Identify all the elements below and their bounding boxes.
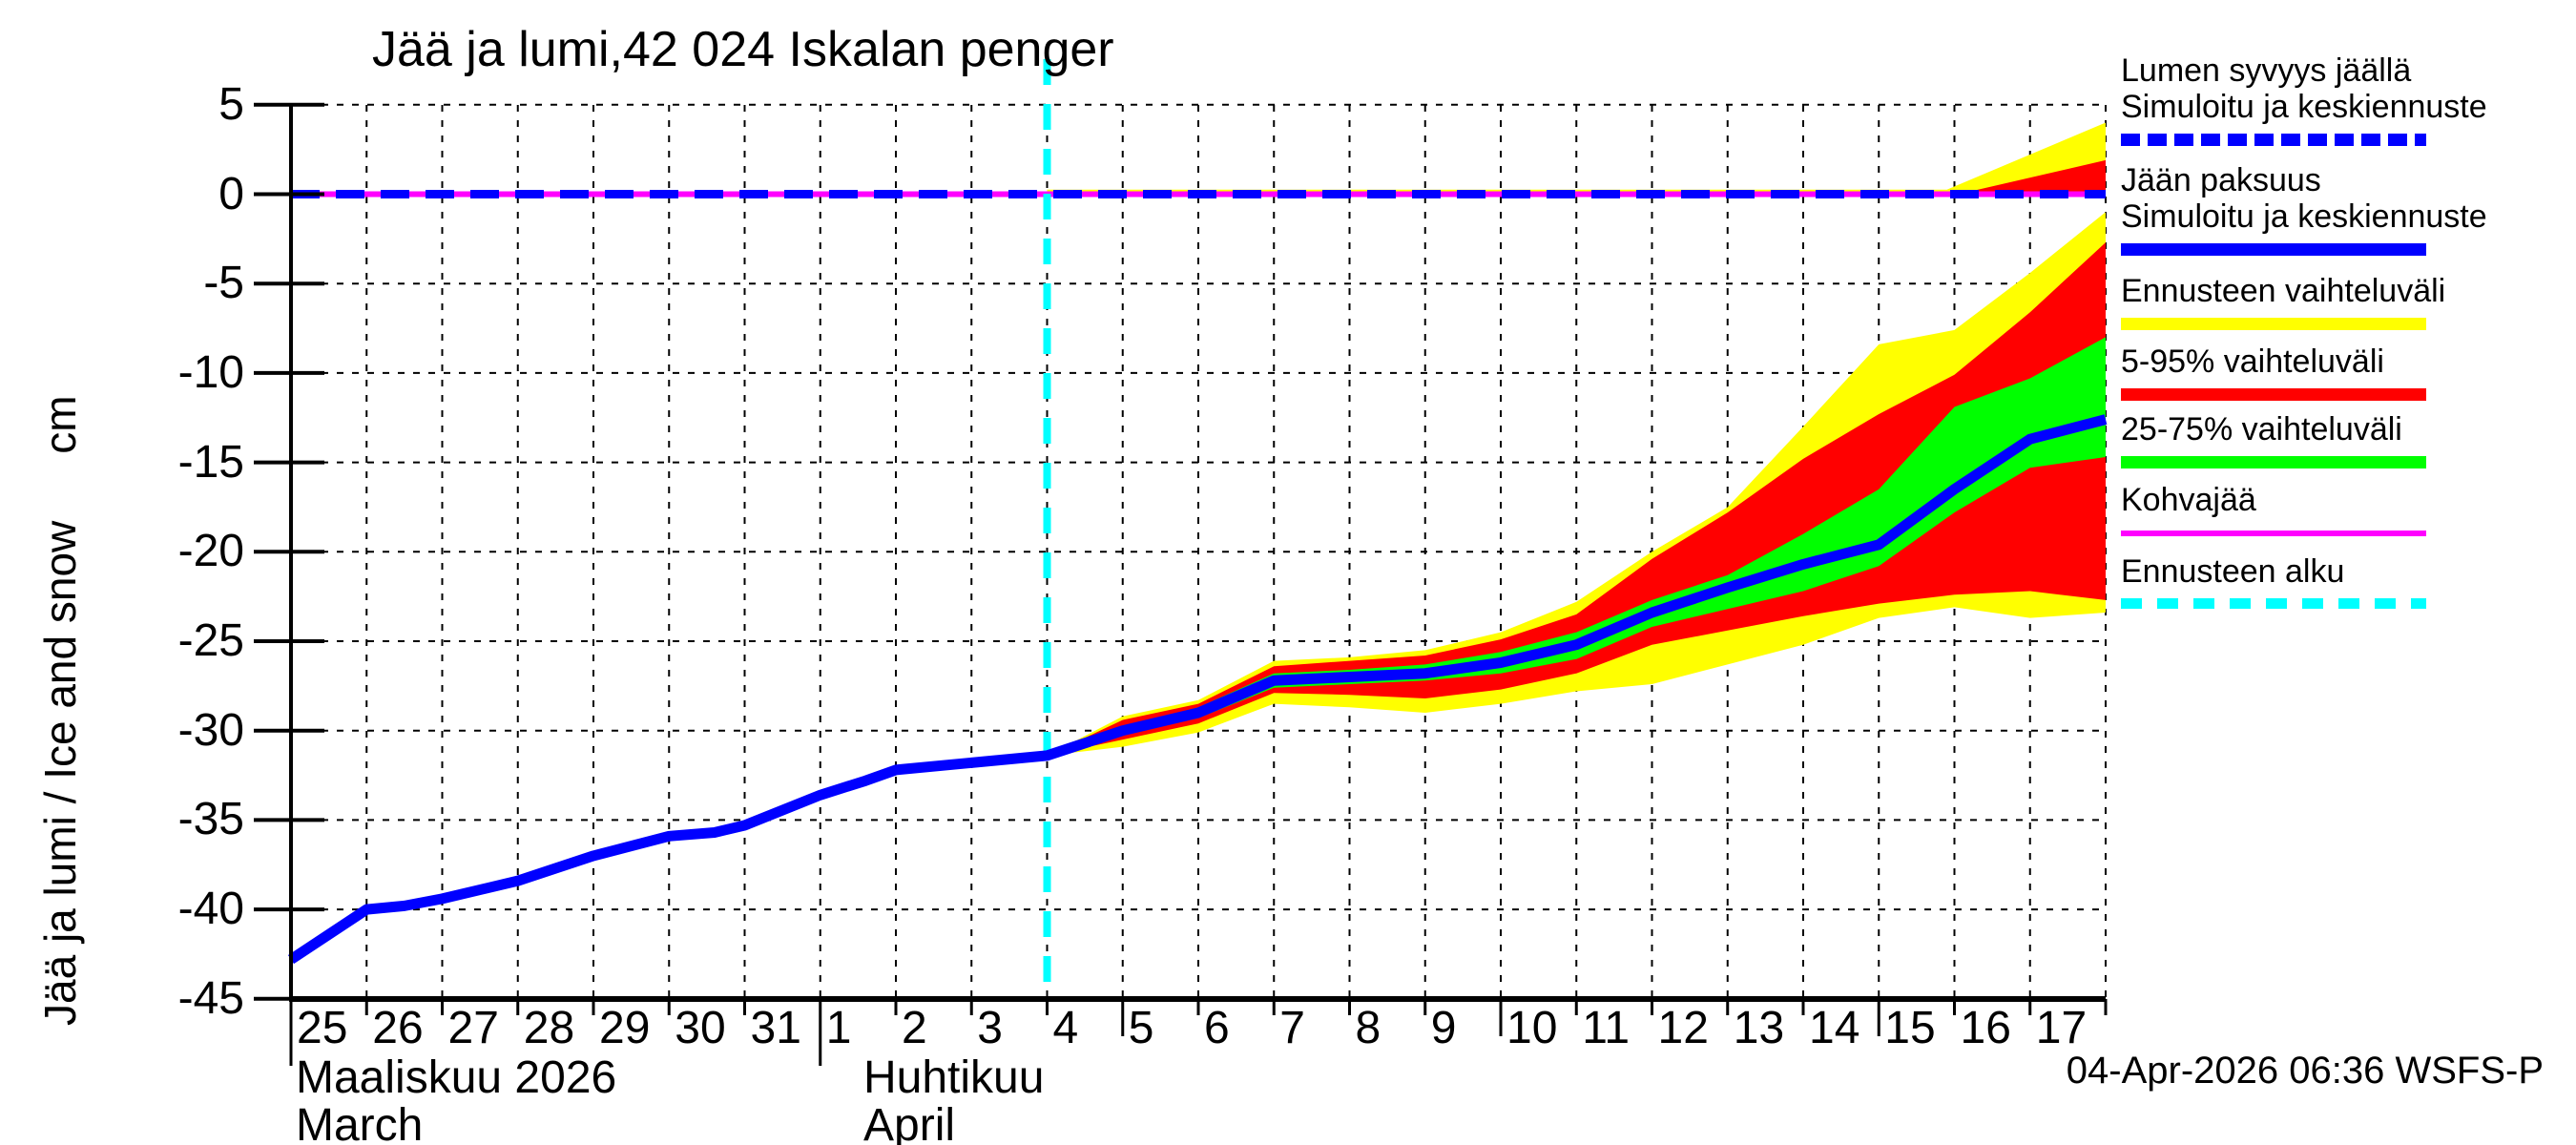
x-tick-label: 13 [1733, 1003, 1785, 1053]
x-tick-label: 4 [1052, 1003, 1079, 1053]
y-tick-label: -15 [177, 436, 244, 488]
month-label-april-en: April [863, 1100, 956, 1145]
x-tick-label: 10 [1506, 1003, 1558, 1053]
ice-thickness-line [287, 414, 2108, 965]
month-label-march-fi: Maaliskuu 2026 [296, 1052, 617, 1103]
red-band-swatch [2121, 388, 2426, 401]
x-tick-label: 28 [523, 1003, 575, 1053]
x-tick-label: 1 [825, 1003, 852, 1053]
y-tick-label: -25 [177, 615, 244, 666]
legend-item-ice-thickness: Jään paksuus Simuloitu ja keskiennuste [2121, 162, 2560, 256]
legend-item-kohvajaa: Kohvajää [2121, 482, 2560, 536]
x-tick-label: 12 [1657, 1003, 1709, 1053]
timestamp: 04-Apr-2026 06:36 WSFS-P [2066, 1050, 2544, 1092]
month-label-march-en: March [296, 1100, 424, 1145]
y-tick-label: -10 [177, 346, 244, 398]
legend-label: Kohvajää [2121, 482, 2256, 518]
x-tick-label: 29 [599, 1003, 651, 1053]
cyan-dashed-line-swatch [2121, 598, 2426, 609]
y-tick-label: -35 [177, 794, 244, 845]
blue-solid-line-swatch [2121, 243, 2426, 256]
y-tick-label: -30 [177, 704, 244, 756]
x-tick-label: 30 [675, 1003, 726, 1053]
y-tick-label: 0 [218, 168, 244, 219]
blue-dashed-line-swatch [2121, 134, 2426, 146]
x-tick-label: 3 [977, 1003, 1003, 1053]
x-tick-label: 15 [1884, 1003, 1936, 1053]
x-tick-label: 26 [372, 1003, 424, 1053]
x-tick-label: 5 [1128, 1003, 1154, 1053]
x-tick-label: 6 [1204, 1003, 1230, 1053]
x-tick-label: 9 [1430, 1003, 1457, 1053]
y-tick-label: -45 [177, 972, 244, 1024]
x-tick-label: 27 [447, 1003, 499, 1053]
x-tick-label: 31 [750, 1003, 801, 1053]
yellow-band-swatch [2121, 318, 2426, 330]
x-tick-label: 7 [1279, 1003, 1305, 1053]
green-band-swatch [2121, 456, 2426, 468]
y-tick-label: -40 [177, 884, 244, 935]
y-tick-label: -5 [203, 258, 244, 309]
legend-label: Lumen syvyys jäällä [2121, 52, 2412, 89]
x-tick-label: 17 [2035, 1003, 2088, 1053]
y-tick-label: -20 [177, 526, 244, 577]
legend-label: 25-75% vaihteluväli [2121, 411, 2402, 448]
chart-title: Jää ja lumi,42 024 Iskalan penger [372, 22, 1114, 77]
legend-label: Simuloitu ja keskiennuste [2121, 198, 2487, 235]
legend-item-snow-depth: Lumen syvyys jäällä Simuloitu ja keskien… [2121, 52, 2560, 146]
x-tick-label: 8 [1355, 1003, 1381, 1053]
magenta-line-swatch [2121, 531, 2426, 536]
legend-item-5-95-range: 5-95% vaihteluväli [2121, 344, 2560, 401]
legend-label: Ennusteen alku [2121, 553, 2345, 590]
month-label-april-fi: Huhtikuu [863, 1052, 1045, 1103]
x-tick-label: 11 [1582, 1003, 1631, 1053]
y-axis-label-text: Jää ja lumi / Ice and snow [35, 520, 85, 1026]
legend-item-forecast-start: Ennusteen alku [2121, 553, 2560, 609]
legend-item-25-75-range: 25-75% vaihteluväli [2121, 411, 2560, 468]
y-tick-label: 5 [218, 78, 244, 130]
x-tick-label: 25 [297, 1003, 348, 1053]
x-tick-label: 14 [1809, 1003, 1860, 1053]
legend-label: 5-95% vaihteluväli [2121, 344, 2384, 380]
legend-item-forecast-range: Ennusteen vaihteluväli [2121, 273, 2560, 330]
legend-label: Simuloitu ja keskiennuste [2121, 89, 2487, 125]
forecast-range-band [1047, 212, 2106, 756]
x-tick-label: 2 [902, 1003, 927, 1053]
legend-label: Ennusteen vaihteluväli [2121, 273, 2446, 309]
legend-label: Jään paksuus [2121, 162, 2321, 198]
x-tick-label: 16 [1960, 1003, 2011, 1053]
band-25-75 [1047, 337, 2106, 756]
